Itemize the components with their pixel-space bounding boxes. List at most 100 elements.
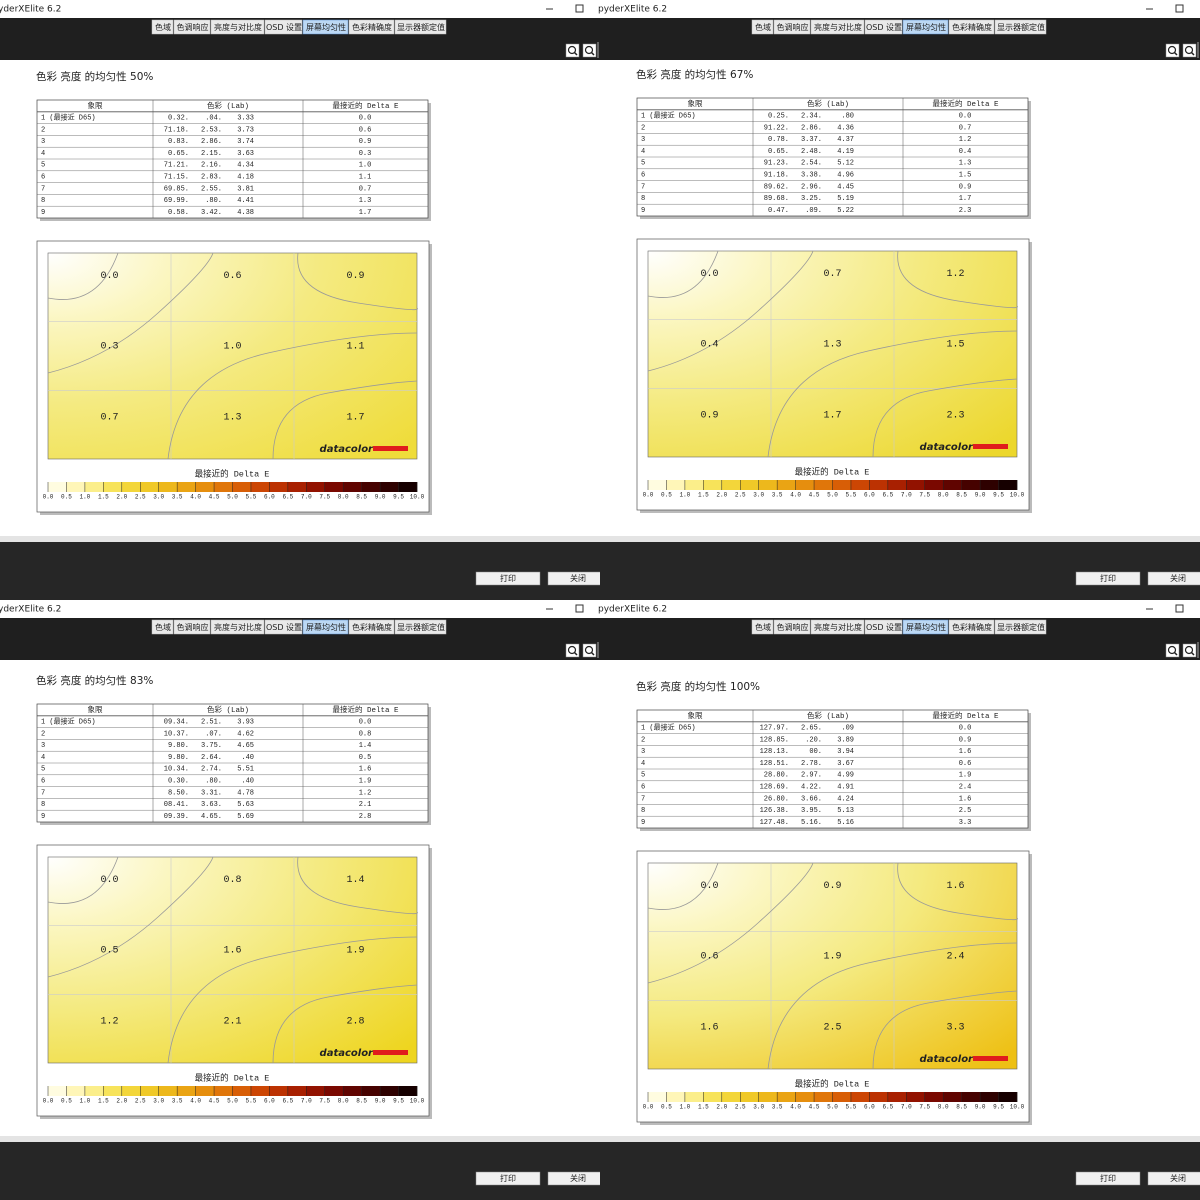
tab[interactable] [210, 619, 265, 635]
tab-label[interactable]: 亮度与对比度 [214, 22, 262, 32]
tab-label[interactable]: 屏幕均匀性 [906, 22, 946, 32]
tab[interactable] [348, 619, 395, 635]
zoom-out-button[interactable] [1182, 643, 1197, 658]
tab-label[interactable]: 屏幕均匀性 [306, 622, 346, 632]
button[interactable] [1147, 571, 1200, 586]
tab[interactable] [751, 19, 774, 35]
tab-label[interactable]: 色域 [155, 622, 171, 632]
tab[interactable] [751, 619, 774, 635]
zoom-out-button[interactable] [582, 643, 597, 658]
lab-value: 2.86. [801, 124, 822, 132]
zoom-out-button[interactable] [582, 43, 597, 58]
tab-label[interactable]: 色彩精确度 [952, 22, 992, 32]
colorbar-tick-label: 5.5 [246, 1098, 257, 1105]
maximize-button[interactable] [575, 4, 584, 13]
tab-label[interactable]: 色域 [155, 22, 171, 32]
colorbar-label: 最接近的 Delta E [195, 1072, 270, 1083]
tab[interactable] [173, 19, 211, 35]
zoom-in-button[interactable] [565, 643, 580, 658]
tab-label[interactable]: 亮度与对比度 [814, 622, 862, 632]
tab[interactable] [302, 19, 349, 35]
tab-label[interactable]: OSD 设置 [266, 622, 302, 632]
tab-label[interactable]: OSD 设置 [266, 22, 302, 32]
tab[interactable] [302, 619, 349, 635]
tab[interactable] [264, 19, 303, 35]
tab[interactable] [948, 19, 995, 35]
tab[interactable] [864, 619, 903, 635]
tab-label[interactable]: 屏幕均匀性 [906, 622, 946, 632]
tab[interactable] [173, 619, 211, 635]
zoom-out-button[interactable] [1182, 43, 1197, 58]
tab-label[interactable]: OSD 设置 [866, 22, 902, 32]
tab[interactable] [948, 619, 995, 635]
tab-label[interactable]: 色调响应 [177, 622, 209, 632]
tab-label[interactable]: 色域 [755, 622, 771, 632]
zoom-in-button[interactable] [565, 43, 580, 58]
quadrant: 2 [641, 124, 645, 132]
tab[interactable] [773, 19, 811, 35]
tab[interactable] [151, 19, 174, 35]
button[interactable] [1075, 571, 1141, 586]
tab-label[interactable]: 显示器额定值 [397, 22, 445, 32]
tab[interactable] [902, 19, 949, 35]
tab-label[interactable]: 色调响应 [777, 22, 809, 32]
tab-label[interactable]: 色彩精确度 [352, 22, 392, 32]
maximize-button[interactable] [1175, 4, 1184, 13]
tab[interactable] [210, 19, 265, 35]
tab-label[interactable]: 显示器额定值 [997, 622, 1045, 632]
button-label[interactable]: 关闭 [1170, 1173, 1186, 1183]
maximize-button[interactable] [575, 604, 584, 613]
colorbar-segment [721, 1092, 741, 1102]
colorbar-tick-label: 8.0 [938, 1104, 949, 1111]
zoom-in-button[interactable] [1165, 43, 1180, 58]
colorbar-segment [214, 482, 233, 492]
tab-label[interactable]: 显示器额定值 [397, 622, 445, 632]
tab[interactable] [864, 19, 903, 35]
button[interactable] [1075, 1171, 1141, 1186]
tab[interactable] [151, 619, 174, 635]
tab-label[interactable]: 色调响应 [777, 622, 809, 632]
tab[interactable] [810, 619, 865, 635]
tab-label[interactable]: OSD 设置 [866, 622, 902, 632]
button-label[interactable]: 关闭 [570, 1173, 586, 1183]
tab[interactable] [348, 19, 395, 35]
tab[interactable] [394, 619, 447, 635]
zoom-in-button[interactable] [1165, 643, 1180, 658]
icon-lens [1167, 645, 1177, 655]
scrollbar [0, 1136, 600, 1142]
colorbar-tick-label: 4.0 [190, 494, 201, 501]
button-label[interactable]: 打印 [1100, 1173, 1116, 1183]
tab[interactable] [994, 619, 1047, 635]
tab-label[interactable]: 色彩精确度 [352, 622, 392, 632]
colorbar-tick-label: 3.0 [753, 492, 764, 499]
tab[interactable] [902, 619, 949, 635]
lab-value: .80 [841, 113, 854, 121]
button[interactable] [1147, 1171, 1200, 1186]
button[interactable] [475, 571, 541, 586]
button-label[interactable]: 关闭 [1170, 573, 1186, 583]
lab-value: 91.18. [764, 172, 789, 180]
maximize-button[interactable] [1175, 604, 1184, 613]
tab-label[interactable]: 亮度与对比度 [214, 622, 262, 632]
tab[interactable] [264, 619, 303, 635]
button-label[interactable]: 打印 [500, 1173, 516, 1183]
tab-label[interactable]: 亮度与对比度 [814, 22, 862, 32]
tab[interactable] [394, 19, 447, 35]
tab-label[interactable]: 色彩精确度 [952, 622, 992, 632]
tab-label[interactable]: 色调响应 [177, 22, 209, 32]
zone-value: 2.5 [823, 1022, 841, 1033]
delta-e: 2.8 [359, 813, 372, 821]
tab-label[interactable]: 显示器额定值 [997, 22, 1045, 32]
zone-value: 1.9 [346, 946, 364, 957]
tab-label[interactable]: 屏幕均匀性 [306, 22, 346, 32]
delta-e: 1.7 [959, 195, 972, 203]
button-label[interactable]: 打印 [1100, 573, 1116, 583]
tab-label[interactable]: 色域 [755, 22, 771, 32]
tab[interactable] [773, 619, 811, 635]
tab[interactable] [810, 19, 865, 35]
button[interactable] [475, 1171, 541, 1186]
button-label[interactable]: 关闭 [570, 573, 586, 583]
tab[interactable] [994, 19, 1047, 35]
title-bar [600, 0, 1200, 18]
button-label[interactable]: 打印 [500, 573, 516, 583]
